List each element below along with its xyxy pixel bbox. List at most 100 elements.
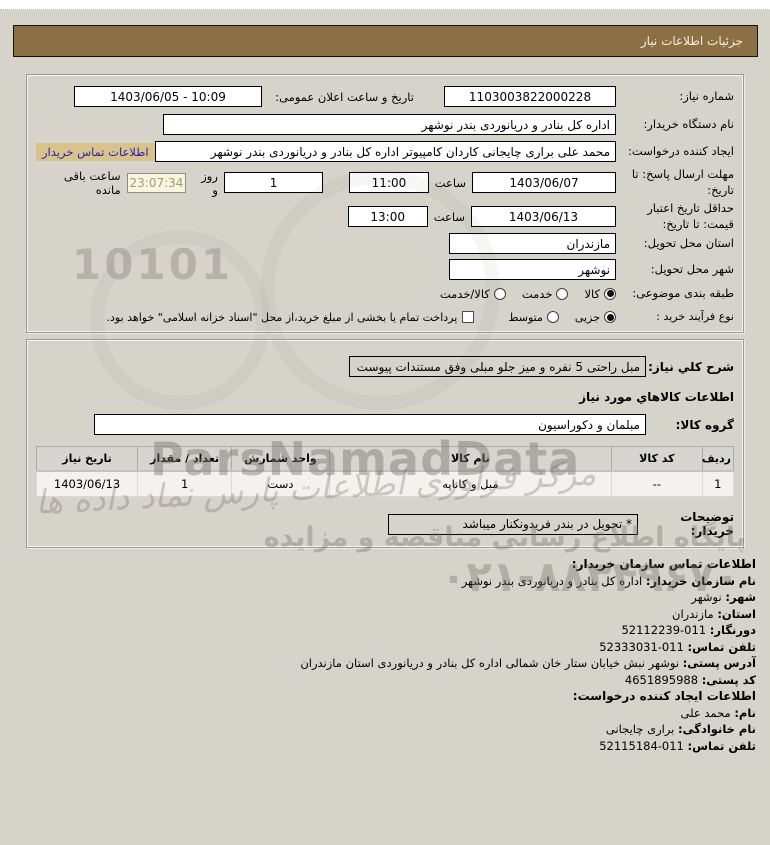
- items-table-wrap: ردیف کد کالا نام کالا واحد شمارش تعداد /…: [35, 446, 735, 497]
- countdown-timer: 23:07:34: [126, 172, 187, 193]
- row-need-number: شماره نیاز: 1103003822000228 تاریخ و ساع…: [36, 86, 734, 107]
- col-unit: واحد شمارش: [231, 446, 330, 472]
- postal-address-label: آدرس پستی:: [682, 656, 756, 670]
- col-item-code: کد کالا: [611, 446, 703, 472]
- price-validity-date-field[interactable]: 1403/06/13: [471, 206, 616, 228]
- col-quantity: تعداد / مقدار: [137, 446, 233, 472]
- days-remaining-field[interactable]: 1: [223, 172, 324, 194]
- purchase-option-medium-label: متوسط: [508, 310, 543, 324]
- days-and-label: روز و: [201, 168, 218, 197]
- subject-option-goods[interactable]: کالا: [584, 287, 616, 301]
- radio-service-icon[interactable]: [556, 287, 569, 300]
- request-creator-label: ایجاد کننده درخواست:: [628, 143, 734, 158]
- purchase-type-label: نوع فرآیند خرید :: [656, 310, 734, 323]
- creator-section-heading: اطلاعات ایجاد کننده درخواست:: [572, 689, 756, 703]
- buyer-notes-field[interactable]: * تحویل در بندر فریدونکنار میباشد: [388, 513, 638, 535]
- delivery-province-field[interactable]: مازندران: [449, 233, 616, 254]
- purchase-option-minor[interactable]: جزیی: [575, 311, 616, 324]
- row-purchase-type: نوع فرآیند خرید : جزیی متوسط پرداخت تمام…: [36, 310, 734, 325]
- price-validity-hour-label: ساعت: [433, 209, 465, 224]
- phone-label: تلفن تماس:: [687, 639, 756, 654]
- fax-label: دورنگار:: [709, 623, 756, 637]
- radio-goods-service-icon[interactable]: [493, 287, 506, 300]
- radio-minor-icon[interactable]: [604, 311, 616, 324]
- radio-goods-icon[interactable]: [604, 287, 616, 300]
- announce-datetime-field[interactable]: 1403/06/05 - 10:09: [74, 86, 262, 107]
- radio-medium-icon[interactable]: [546, 311, 559, 324]
- purchase-option-medium[interactable]: متوسط: [508, 311, 559, 324]
- province-label: استان:: [717, 606, 756, 621]
- need-description-field[interactable]: مبل راحتی 5 نفره و میز جلو مبلی وفق مستن…: [349, 356, 646, 377]
- purchase-option-minor-label: جزیی: [574, 310, 600, 324]
- row-price-validity: حداقل تاریخ اعتبار قیمت: تا تاریخ: 1403/…: [36, 201, 734, 232]
- need-description-label: شرح کلي نیاز:: [648, 359, 734, 374]
- goods-group-label: گروه کالا:: [675, 417, 734, 432]
- items-heading: اطلاعات کالاهاي مورد نیاز: [579, 390, 734, 404]
- items-table: ردیف کد کالا نام کالا واحد شمارش تعداد /…: [35, 446, 735, 497]
- postal-address-line: آدرس پستی: نوشهر نبش خیابان ستار خان شما…: [14, 655, 756, 672]
- need-number-field[interactable]: 1103003822000228: [444, 86, 616, 107]
- delivery-city-label: شهر محل تحویل:: [650, 261, 734, 276]
- creator-last-name-label: نام خانوادگی:: [678, 722, 756, 736]
- creator-phone-label: تلفن تماس:: [687, 738, 756, 753]
- creator-last-name-line: نام خانوادگی: براری چایجانی: [14, 721, 756, 738]
- postal-address-value: نوشهر نبش خیابان ستار خان شمالی اداره کل…: [300, 656, 680, 670]
- phone-line: تلفن تماس: 52333031-011: [14, 639, 756, 656]
- delivery-province-label: استان محل تحویل:: [643, 235, 734, 250]
- row-request-creator: ایجاد کننده درخواست: محمد علی براری چایج…: [36, 141, 734, 162]
- buyer-contact-link[interactable]: اطلاعات تماس خریدار: [36, 142, 155, 161]
- need-number-label: شماره نیاز:: [679, 88, 734, 103]
- row-need-description: شرح کلي نیاز: مبل راحتی 5 نفره و میز جلو…: [36, 356, 734, 377]
- price-validity-time-field[interactable]: 13:00: [347, 206, 428, 228]
- creator-phone-line: تلفن تماس: 52115184-011: [14, 738, 756, 755]
- reply-deadline-time-field[interactable]: 11:00: [349, 172, 429, 194]
- creator-first-name-line: نام: محمد علی: [14, 705, 756, 722]
- creator-last-name-value: براری چایجانی: [605, 722, 675, 736]
- col-need-date: تاریخ نیاز: [35, 446, 139, 472]
- fax-value: 52112239-011: [621, 623, 707, 637]
- buyer-contact-section: اطلاعات تماس سازمان خریدار: نام سازمان خ…: [14, 556, 756, 754]
- postal-code-line: کد پستی: 4651895988: [14, 672, 756, 689]
- row-subject-class: طبقه بندی موضوعی: کالا خدمت کالا/خدمت: [36, 286, 734, 302]
- row-delivery-province: استان محل تحویل: مازندران: [36, 233, 734, 254]
- price-validity-label: حداقل تاریخ اعتبار قیمت: تا تاریخ:: [647, 201, 734, 231]
- reply-deadline-hour-label: ساعت: [434, 175, 467, 190]
- required-items-panel: شرح کلي نیاز: مبل راحتی 5 نفره و میز جلو…: [26, 339, 744, 548]
- request-creator-field[interactable]: محمد علی براری چایجانی کاردان کامپیوتر ا…: [154, 141, 616, 162]
- city-label: شهر:: [725, 590, 756, 604]
- row-goods-group: گروه کالا: مبلمان و دکوراسیون: [36, 414, 734, 435]
- phone-value: 52333031-011: [599, 639, 684, 654]
- cell-row-index: 1: [701, 470, 735, 497]
- row-items-heading: اطلاعات کالاهاي مورد نیاز: [36, 390, 734, 404]
- subject-class-label: طبقه بندی موضوعی:: [632, 286, 734, 300]
- buyer-org-field[interactable]: اداره کل بنادر و دریانوردی بندر نوشهر: [163, 114, 616, 135]
- goods-group-field[interactable]: مبلمان و دکوراسیون: [94, 414, 646, 435]
- row-buyer-notes: توضیحات خریدار: * تحویل در بندر فریدونکن…: [36, 510, 734, 538]
- reply-deadline-label: مهلت ارسال پاسخ: تا تاریخ:: [631, 167, 734, 197]
- org-name-label: نام سازمان خریدار:: [645, 573, 756, 588]
- hours-remaining-label: ساعت باقی مانده: [63, 168, 121, 197]
- org-name-line: نام سازمان خریدار: اداره کل بنادر و دریا…: [14, 573, 756, 590]
- announce-datetime-label: تاریخ و ساعت اعلان عمومی:: [275, 89, 414, 104]
- row-buyer-org: نام دستگاه خریدار: اداره کل بنادر و دریا…: [36, 114, 734, 135]
- subject-option-service-label: خدمت: [521, 286, 553, 301]
- creator-first-name-value: محمد علی: [680, 705, 731, 720]
- org-name-value: اداره کل بنادر و دریانوردی بندر نوشهر: [461, 573, 643, 588]
- page-title: جزئیات اطلاعات نیاز: [640, 34, 743, 48]
- reply-deadline-date-field[interactable]: 1403/06/07: [472, 172, 616, 194]
- fax-line: دورنگار: 52112239-011: [14, 622, 756, 639]
- cell-need-date: 1403/06/13: [35, 470, 139, 497]
- province-line: استان: مازندران: [14, 606, 756, 623]
- delivery-city-field[interactable]: نوشهر: [449, 259, 616, 280]
- page-top-edge: [0, 0, 770, 10]
- subject-option-service[interactable]: خدمت: [522, 287, 569, 301]
- page-title-bar: جزئیات اطلاعات نیاز: [13, 25, 758, 57]
- contact-section-heading: اطلاعات تماس سازمان خریدار:: [571, 557, 756, 571]
- subject-option-goods-service[interactable]: کالا/خدمت: [440, 287, 506, 301]
- treasury-payment-checkbox[interactable]: [462, 311, 475, 324]
- province-value: مازندران: [672, 606, 714, 621]
- treasury-payment-option[interactable]: پرداخت تمام یا بخشی از مبلغ خرید،از محل …: [107, 311, 475, 324]
- buyer-notes-label: توضیحات خریدار:: [680, 510, 734, 538]
- treasury-payment-label: پرداخت تمام یا بخشی از مبلغ خرید،از محل …: [106, 310, 458, 324]
